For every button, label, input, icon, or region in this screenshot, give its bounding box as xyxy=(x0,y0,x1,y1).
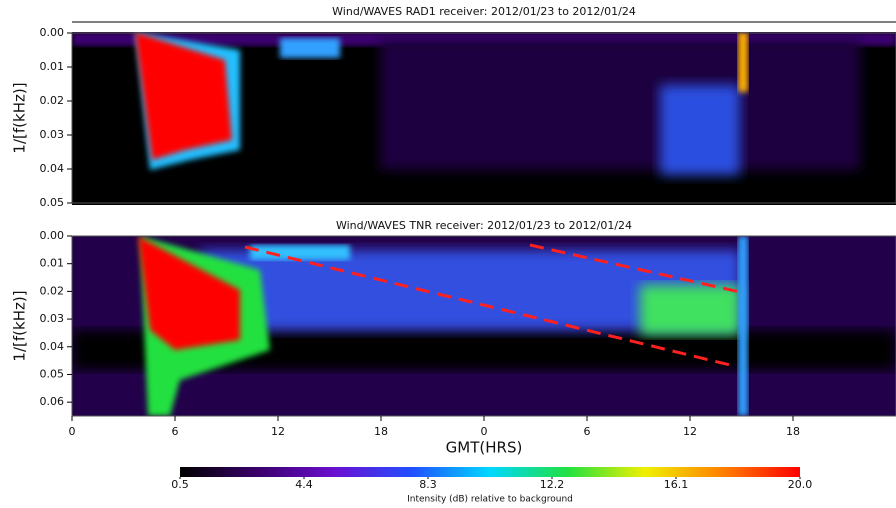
colorbar xyxy=(180,467,800,477)
x-tick-label: 12 xyxy=(683,425,697,438)
colorbar-tick-label: 4.4 xyxy=(295,478,313,491)
x-tick-label: 0 xyxy=(69,425,76,438)
y-tick-label: 0.04 xyxy=(40,162,65,175)
y-tick-label: 0.02 xyxy=(40,94,65,107)
colorbar-tick-label: 0.5 xyxy=(171,478,189,491)
y-tick-label: 0.00 xyxy=(40,229,65,242)
x-tick-label: 18 xyxy=(374,425,388,438)
panel-title: Wind/WAVES TNR receiver: 2012/01/23 to 2… xyxy=(336,219,632,232)
y-axis-label: 1/[f(kHz)] xyxy=(11,290,29,361)
y-tick-label: 0.04 xyxy=(40,340,65,353)
x-axis-label: GMT(HRS) xyxy=(446,439,523,457)
y-axis-label: 1/[f(kHz)] xyxy=(11,82,29,153)
y-tick-label: 0.05 xyxy=(40,367,65,380)
colorbar-tick-label: 12.2 xyxy=(540,478,565,491)
spectrogram-top xyxy=(72,32,896,205)
y-tick-label: 0.03 xyxy=(40,128,65,141)
spectrogram-bottom xyxy=(72,236,896,416)
panel-title: Wind/WAVES RAD1 receiver: 2012/01/23 to … xyxy=(332,5,636,18)
x-tick-label: 0 xyxy=(481,425,488,438)
y-tick-label: 0.01 xyxy=(40,60,65,73)
y-tick-label: 0.00 xyxy=(40,26,65,39)
y-tick-label: 0.05 xyxy=(40,196,65,209)
colorbar-tick-label: 8.3 xyxy=(419,478,437,491)
y-tick-label: 0.03 xyxy=(40,312,65,325)
x-tick-label: 18 xyxy=(786,425,800,438)
colorbar-label: Intensity (dB) relative to background xyxy=(407,495,573,505)
colorbar-tick-label: 16.1 xyxy=(664,478,689,491)
y-tick-label: 0.06 xyxy=(40,395,65,408)
x-tick-label: 6 xyxy=(584,425,591,438)
colorbar-tick-label: 20.0 xyxy=(788,478,813,491)
x-tick-label: 6 xyxy=(172,425,179,438)
x-tick-label: 12 xyxy=(271,425,285,438)
plot-frame xyxy=(71,32,896,204)
y-tick-label: 0.02 xyxy=(40,284,65,297)
y-tick-label: 0.01 xyxy=(40,257,65,270)
